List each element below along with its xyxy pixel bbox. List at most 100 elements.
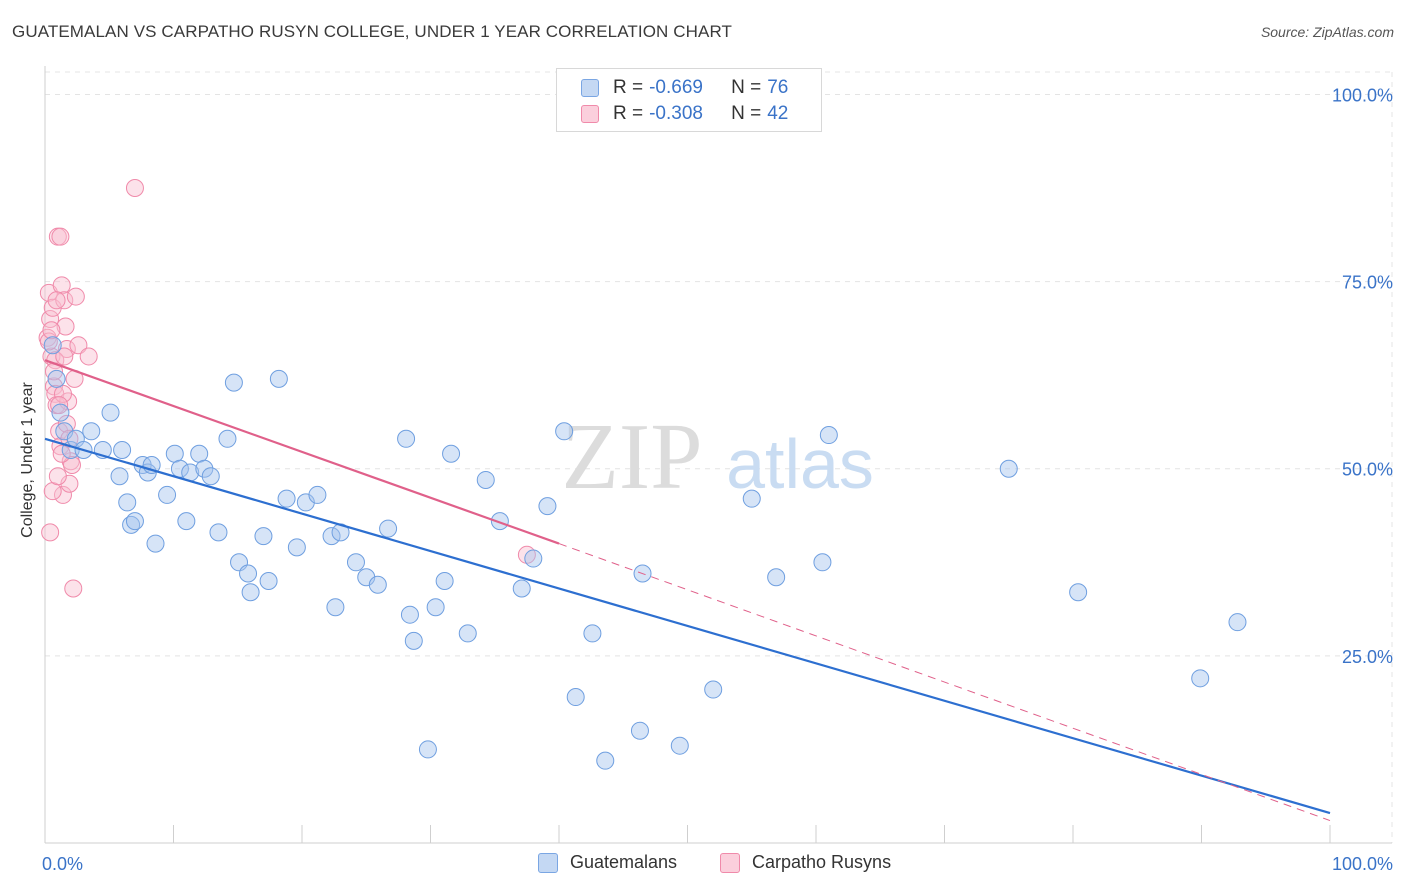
guatemalan-point [630,721,649,740]
guatemalan-point [999,459,1018,478]
source-label: Source: ZipAtlas.com [1260,24,1394,40]
n-label: N = [731,103,762,124]
stats-legend: R = -0.669 N = 76 R = -0.308 N = 42 [556,68,822,132]
guatemalan-point [400,605,419,624]
guatemalan-point [490,512,509,531]
guatemalan-point [346,553,365,572]
carpatho-rusyn-point [43,482,62,501]
carpatho-rusyn-point [79,347,98,366]
guatemalan-point [118,493,137,512]
carpatho-rusyn-point [44,377,63,396]
carpatho-rusyn-point [42,321,61,340]
guatemalan-point [767,568,786,587]
guatemalan-point [326,598,345,617]
guatemalan-point [596,751,615,770]
guatemalan-point [476,470,495,489]
guatemalan-point [201,467,220,486]
axes [44,66,1392,844]
guatemalan-point [397,429,416,448]
guatemalan-points [43,336,1247,770]
guatemalan-point [287,538,306,557]
carpatho-rusyn-point [50,396,69,415]
guatemalan-point [113,441,132,460]
r-label: R = [613,77,644,98]
guatemalan-point [379,519,398,538]
carpatho-rusyn-point [57,339,76,358]
guatemalan-point [813,553,832,572]
guatemalan-point [165,444,184,463]
guatemalan-point [224,373,243,392]
guatemalan-point [442,444,461,463]
watermark-zip: ZIP [562,405,703,509]
carpatho-rusyn-point [66,287,85,306]
guatemalan-point [158,485,177,504]
n-value: 42 [767,103,789,124]
carpatho-rusyn-point [51,227,70,246]
guatemalan-point [146,534,165,553]
stats-row-carpatho-rusyns: R = -0.308 N = 42 [581,102,788,126]
carpatho-rusyn-point [69,336,88,355]
guatemalan-point [583,624,602,643]
carpatho-rusyn-trend-line [558,543,1331,822]
guatemalan-point [704,680,723,699]
legend-label: Guatemalans [570,852,678,872]
grid-lines [45,71,1393,843]
carpatho-rusyn-trend-line [44,359,560,545]
carpatho-rusyn-point [125,179,144,198]
guatemalan-point [269,369,288,388]
x-tick-label-min: 0.0% [42,854,83,874]
y-tick-label: 25.0% [1342,647,1393,667]
trend-lines [44,359,1331,822]
guatemalan-point [47,369,66,388]
guatemalan-point [819,426,838,445]
chart-title: GUATEMALAN VS CARPATHO RUSYN COLLEGE, UN… [12,22,732,41]
guatemalan-point [418,740,437,759]
legend-item-carpatho-rusyns: Carpatho Rusyns [720,852,891,873]
watermark: ZIP atlas [562,405,874,509]
y-tick-label: 50.0% [1342,460,1393,480]
guatemalan-point [277,489,296,508]
guatemalan-point [241,583,260,602]
guatemalan-point [51,403,70,422]
r-value: -0.669 [649,77,703,98]
carpatho-rusyns-swatch [581,105,599,123]
guatemalan-point [195,459,214,478]
legend-item-guatemalans: Guatemalans [538,852,677,873]
guatemalan-point [368,575,387,594]
tick-labels: 25.0% 50.0% 75.0% 100.0% 0.0% 100.0% [42,85,1393,874]
r-label: R = [613,103,644,124]
guatemalan-point [404,631,423,650]
guatemalan-point [538,497,557,516]
carpatho-rusyn-point [52,276,71,295]
stats-row-guatemalans: R = -0.669 N = 76 [581,76,788,100]
guatemalan-point [435,572,454,591]
guatemalan-point [239,564,258,583]
guatemalan-point [555,422,574,441]
carpatho-rusyns-legend-swatch [720,852,740,873]
n-value: 76 [767,77,789,98]
carpatho-rusyn-point [56,317,75,336]
series-legend: Guatemalans Carpatho Rusyns [0,852,1406,878]
guatemalan-point [1069,583,1088,602]
guatemalans-swatch [581,79,599,97]
guatemalan-point [1191,669,1210,688]
x-tick-label-max: 100.0% [1332,854,1393,874]
guatemalan-point [190,444,209,463]
guatemalan-point [512,579,531,598]
guatemalan-point [742,489,761,508]
guatemalan-point [101,403,120,422]
carpatho-rusyn-point [53,384,72,403]
guatemalans-legend-swatch [538,852,558,873]
guatemalan-point [1228,613,1247,632]
guatemalan-point [566,688,585,707]
guatemalan-point [426,598,445,617]
guatemalan-point [218,429,237,448]
y-tick-label: 75.0% [1342,273,1393,293]
guatemalan-point [177,512,196,531]
carpatho-rusyn-point [48,467,67,486]
guatemalan-point [254,527,273,546]
carpatho-rusyn-point [64,579,83,598]
carpatho-rusyn-point [50,422,69,441]
guatemalan-point [670,736,689,755]
